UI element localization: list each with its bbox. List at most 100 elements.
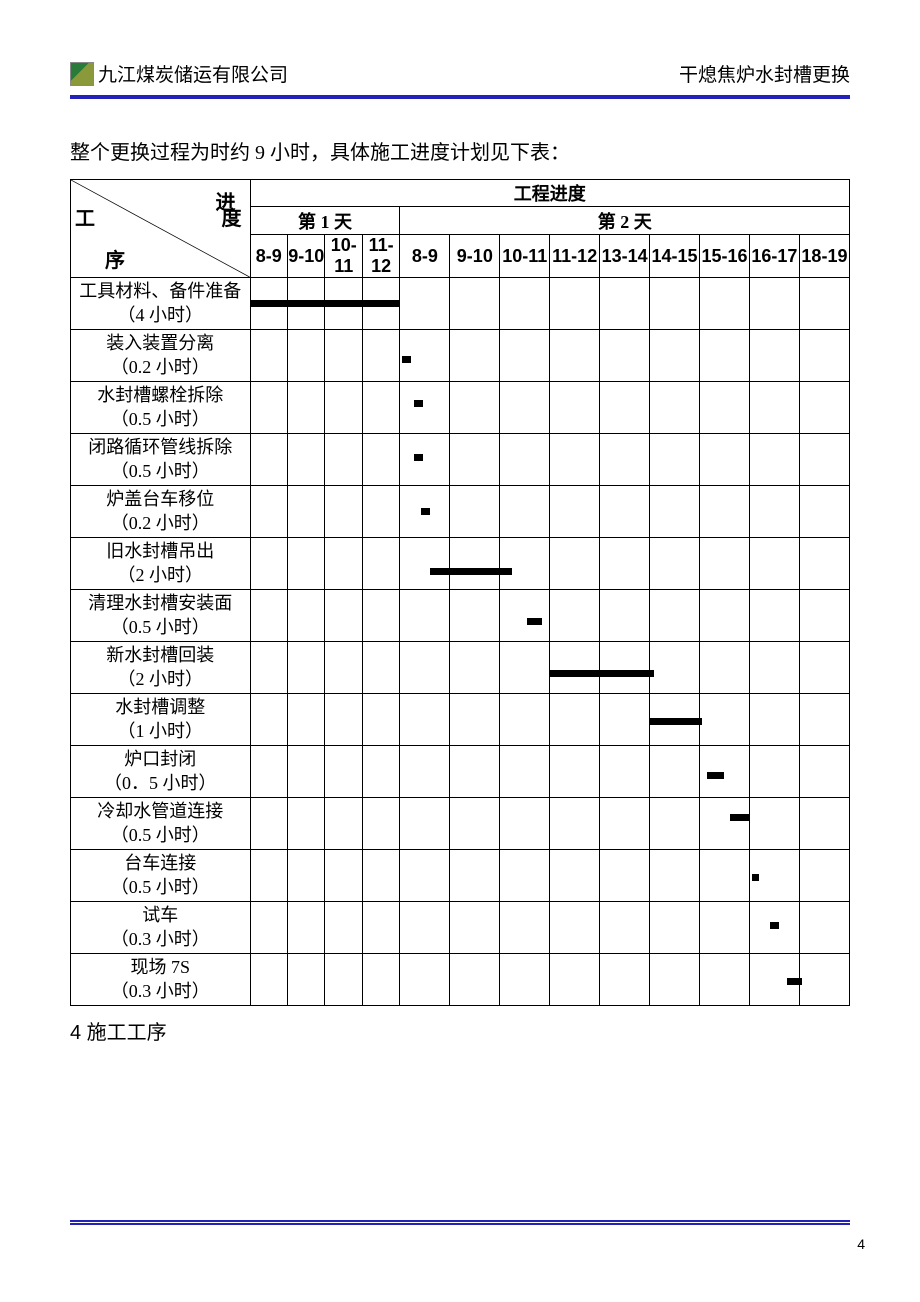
gantt-bar [288, 300, 324, 307]
gantt-cell [749, 330, 799, 382]
gantt-cell [250, 798, 287, 850]
gantt-cell [550, 746, 600, 798]
gantt-cell [650, 642, 700, 694]
gantt-bar [707, 772, 725, 779]
gantt-cell [650, 746, 700, 798]
gantt-cell [799, 850, 849, 902]
gantt-task-name: 新水封槽回装 （2 小时） [71, 642, 251, 694]
gantt-bar [450, 568, 499, 575]
gantt-cell [362, 850, 399, 902]
gantt-cell [650, 954, 700, 1006]
gantt-hour-header: 9-10 [450, 235, 500, 278]
gantt-cell [799, 434, 849, 486]
gantt-cell [799, 382, 849, 434]
gantt-cell [700, 850, 750, 902]
gantt-cell [550, 486, 600, 538]
gantt-cell [500, 278, 550, 330]
gantt-cell [250, 642, 287, 694]
gantt-cell [325, 746, 362, 798]
gantt-bar [402, 356, 411, 363]
logo-icon [70, 62, 94, 86]
gantt-cell [325, 590, 362, 642]
gantt-cell [600, 382, 650, 434]
gantt-cell [799, 694, 849, 746]
gantt-row: 旧水封槽吊出 （2 小时） [71, 538, 850, 590]
page: 九江煤炭储运有限公司 干熄焦炉水封槽更换 整个更换过程为时约 9 小时，具体施工… [0, 0, 920, 1302]
gantt-cell [749, 434, 799, 486]
gantt-cell [400, 746, 450, 798]
gantt-cell [600, 746, 650, 798]
gantt-cell [650, 694, 700, 746]
gantt-cell [749, 954, 799, 1006]
gantt-cell [600, 642, 650, 694]
gantt-cell [450, 954, 500, 1006]
gantt-cell [799, 642, 849, 694]
gantt-task-name: 装入装置分离 （0.2 小时） [71, 330, 251, 382]
gantt-cell [288, 694, 325, 746]
gantt-cell [550, 590, 600, 642]
gantt-cell [550, 694, 600, 746]
gantt-cell [650, 850, 700, 902]
gantt-cell [700, 382, 750, 434]
gantt-hour-header: 18-19 [799, 235, 849, 278]
gantt-cell [450, 850, 500, 902]
gantt-cell [500, 642, 550, 694]
gantt-cell [325, 382, 362, 434]
gantt-cell [288, 434, 325, 486]
gantt-cell [799, 590, 849, 642]
gantt-cell [500, 330, 550, 382]
gantt-cell [362, 902, 399, 954]
gantt-cell [700, 590, 750, 642]
gantt-cell [500, 382, 550, 434]
gantt-task-name: 现场 7S （0.3 小时） [71, 954, 251, 1006]
header: 九江煤炭储运有限公司 干熄焦炉水封槽更换 [70, 60, 850, 87]
gantt-cell [600, 278, 650, 330]
gantt-cell [550, 538, 600, 590]
gantt-cell [650, 538, 700, 590]
gantt-day-header: 第 1 天 [250, 207, 400, 235]
gantt-cell [450, 382, 500, 434]
gantt-task-name: 旧水封槽吊出 （2 小时） [71, 538, 251, 590]
gantt-bar [550, 670, 599, 677]
gantt-cell [250, 954, 287, 1006]
gantt-cell [250, 330, 287, 382]
gantt-task-name: 闭路循环管线拆除 （0.5 小时） [71, 434, 251, 486]
gantt-row: 水封槽螺栓拆除 （0.5 小时） [71, 382, 850, 434]
gantt-cell [288, 798, 325, 850]
corner-mid-l: 工 [75, 202, 95, 231]
gantt-hour-header: 16-17 [749, 235, 799, 278]
gantt-cell [700, 746, 750, 798]
gantt-cell [362, 798, 399, 850]
header-left: 九江煤炭储运有限公司 [70, 60, 288, 87]
gantt-cell [288, 902, 325, 954]
gantt-bar [770, 922, 780, 929]
gantt-cell [500, 746, 550, 798]
gantt-hour-header: 13-14 [600, 235, 650, 278]
page-number: 4 [857, 1236, 865, 1252]
gantt-cell [288, 330, 325, 382]
gantt-cell [400, 330, 450, 382]
gantt-bar [700, 718, 702, 725]
gantt-cell [250, 434, 287, 486]
gantt-task-name: 水封槽螺栓拆除 （0.5 小时） [71, 382, 251, 434]
gantt-cell [400, 434, 450, 486]
gantt-cell [749, 382, 799, 434]
gantt-bar [251, 300, 287, 307]
gantt-row: 炉口封闭 （0．5 小时） [71, 746, 850, 798]
gantt-bar [600, 670, 649, 677]
gantt-hour-header: 8-9 [400, 235, 450, 278]
gantt-cell [799, 902, 849, 954]
gantt-bar [500, 568, 512, 575]
gantt-cell [700, 954, 750, 1006]
gantt-cell [799, 486, 849, 538]
gantt-cell [550, 434, 600, 486]
gantt-cell [362, 694, 399, 746]
gantt-table: 进 工 度 序 工程进度 第 1 天 第 2 天 8-99-1010-1111-… [70, 179, 850, 1006]
gantt-cell [550, 330, 600, 382]
gantt-cell [550, 642, 600, 694]
gantt-row: 炉盖台车移位 （0.2 小时） [71, 486, 850, 538]
gantt-bar [752, 874, 759, 881]
gantt-cell [700, 486, 750, 538]
gantt-cell [600, 434, 650, 486]
section-title: 4 施工工序 [70, 1016, 850, 1045]
